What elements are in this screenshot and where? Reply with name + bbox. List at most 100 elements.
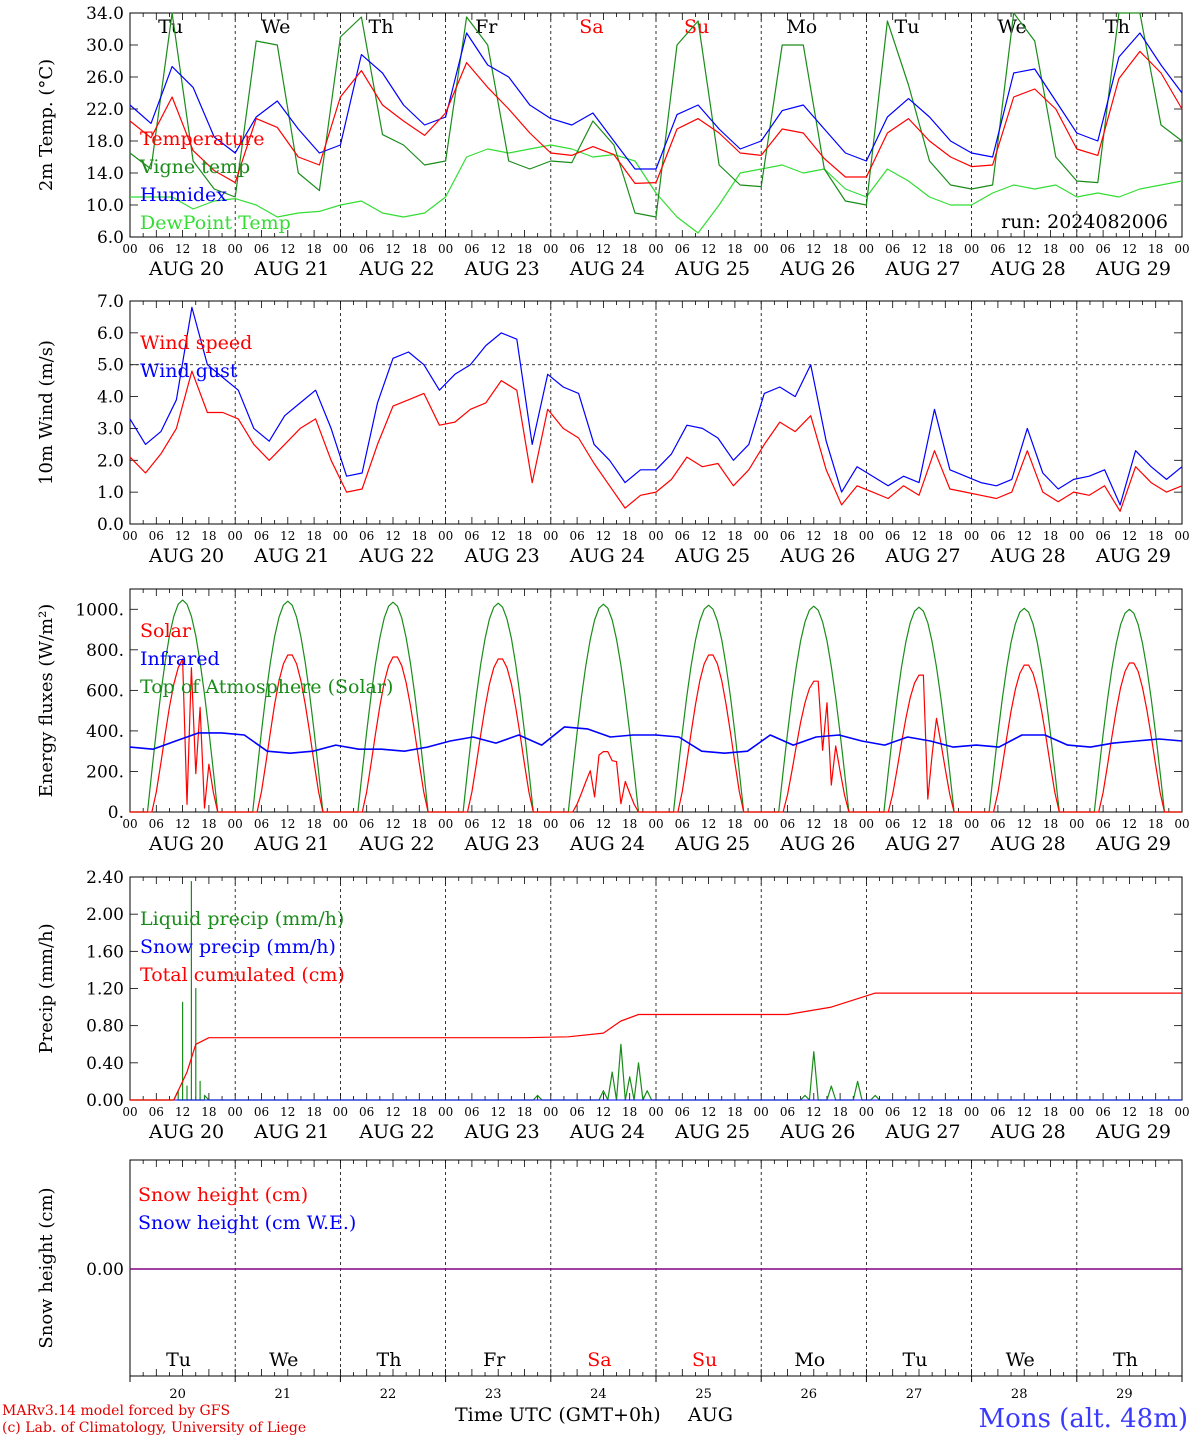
x-tick-label: 06 [1095, 529, 1110, 543]
x-day-label: AUG 28 [990, 258, 1066, 280]
x-tick-label: 12 [806, 242, 821, 256]
weekday-label: Th [1113, 1349, 1138, 1371]
x-tick-label: 06 [990, 242, 1005, 256]
x-tick-label: 18 [1043, 242, 1058, 256]
x-tick-label: 18 [938, 242, 953, 256]
x-tick-label: 06 [569, 242, 584, 256]
x-day-label: AUG 21 [253, 833, 329, 855]
x-tick-label: 00 [859, 242, 874, 256]
x-tick-label: 18 [727, 242, 742, 256]
x-tick-label: 00 [754, 529, 769, 543]
x-tick-label: 18 [306, 529, 321, 543]
x-axis-month: AUG [688, 1404, 733, 1426]
series-line-dewpoint-temp [130, 144, 1183, 234]
x-tick-label: 06 [254, 242, 269, 256]
y-tick-label: 0.00 [86, 1091, 124, 1111]
x-tick-label: 18 [727, 1105, 742, 1119]
x-tick-label: 00 [228, 817, 243, 831]
series-line-wind-speed [129, 370, 1183, 512]
series-line-humidex [129, 32, 1183, 170]
weekday-label: Tu [895, 16, 920, 38]
x-tick-label: 12 [911, 1105, 926, 1119]
x-day-label: AUG 22 [358, 545, 434, 567]
x-day-label: AUG 24 [569, 1121, 645, 1143]
x-tick-label: 12 [701, 1105, 716, 1119]
x-tick-label: 06 [780, 817, 795, 831]
x-tick-label: 12 [385, 529, 400, 543]
y-tick-label: 18.0 [86, 132, 124, 152]
legend-entry: Wind speed [140, 332, 252, 354]
y-tick-label: 0.00 [86, 1260, 124, 1280]
x-tick-label: 18 [412, 242, 427, 256]
y-tick-label: 30.0 [86, 36, 124, 56]
x-day-label: AUG 22 [358, 833, 434, 855]
x-tick-label: 12 [175, 817, 190, 831]
x-tick-label: 12 [1017, 529, 1032, 543]
x-tick-label: 06 [780, 529, 795, 543]
weekday-label: Tu [903, 1349, 928, 1371]
x-tick-label: 00 [438, 242, 453, 256]
weekday-label: We [269, 1349, 298, 1371]
y-tick-label: 0.0 [97, 515, 124, 535]
y-tick-label: 2.0 [97, 451, 124, 471]
weekday-label: Su [692, 1349, 717, 1371]
y-tick-label: 0.80 [86, 1017, 124, 1037]
x-day-label: AUG 23 [464, 1121, 540, 1143]
x-day-label: AUG 22 [358, 1121, 434, 1143]
x-day-label: AUG 26 [779, 258, 855, 280]
x-tick-label: 00 [964, 242, 979, 256]
x-tick-label: 06 [464, 242, 479, 256]
x-tick-label: 00 [1069, 242, 1084, 256]
x-tick-label: 06 [569, 817, 584, 831]
x-tick-label: 00 [1069, 529, 1084, 543]
x-tick-label: 00 [333, 1105, 348, 1119]
x-tick-label: 00 [228, 529, 243, 543]
y-tick-label: 6.0 [97, 228, 124, 248]
x-tick-label: 12 [1122, 242, 1137, 256]
x-day-label: AUG 27 [884, 258, 960, 280]
x-tick-label: 06 [675, 242, 690, 256]
x-tick-label: 00 [754, 242, 769, 256]
x-tick-label: 06 [569, 1105, 584, 1119]
x-tick-label: 00 [122, 242, 137, 256]
x-tick-label: 18 [1043, 1105, 1058, 1119]
legend-entry: Infrared [140, 648, 220, 670]
x-day-label: AUG 28 [990, 833, 1066, 855]
x-tick-label: 00 [648, 817, 663, 831]
x-tick-label: 00 [754, 1105, 769, 1119]
legend-entry: Wind gust [140, 360, 238, 382]
legend-entry: Snow height (cm W.E.) [138, 1212, 356, 1234]
x-day-label: AUG 23 [464, 833, 540, 855]
x-tick-label: 06 [1095, 817, 1110, 831]
x-tick-label: 18 [622, 1105, 637, 1119]
x-day-label: AUG 22 [358, 258, 434, 280]
x-tick-label: 06 [780, 1105, 795, 1119]
x-tick-label: 18 [306, 1105, 321, 1119]
legend-entry: Solar [140, 620, 192, 642]
series-line-liquid-precip [130, 880, 1182, 1101]
x-tick-label: 06 [675, 817, 690, 831]
x-tick-label: 06 [990, 817, 1005, 831]
x-tick-label: 18 [832, 817, 847, 831]
legend-entry: Temperature [140, 128, 264, 150]
y-tick-label: 6.0 [97, 324, 124, 344]
y-tick-label: 800. [86, 641, 124, 661]
x-tick-label: 00 [1069, 817, 1084, 831]
x-tick-label: 18 [201, 529, 216, 543]
y-tick-label: 400. [86, 722, 124, 742]
panel-2: 0.0 1.0 2.0 3.0 4.0 5.0 6.0 7.0 10m Wind (m/s) 00… [36, 292, 1190, 567]
weekday-label: Sa [587, 1349, 611, 1371]
x-tick-label: 18 [832, 242, 847, 256]
day-number-label: 24 [590, 1387, 607, 1402]
x-tick-label: 06 [780, 242, 795, 256]
x-tick-label: 06 [359, 242, 374, 256]
x-tick-label: 06 [1095, 242, 1110, 256]
x-tick-label: 00 [648, 529, 663, 543]
x-tick-label: 12 [806, 529, 821, 543]
x-tick-label: 12 [280, 242, 295, 256]
weekday-label: Mo [786, 16, 817, 38]
x-day-label: AUG 21 [253, 1121, 329, 1143]
x-tick-label: 00 [543, 1105, 558, 1119]
x-tick-label: 18 [1148, 817, 1163, 831]
